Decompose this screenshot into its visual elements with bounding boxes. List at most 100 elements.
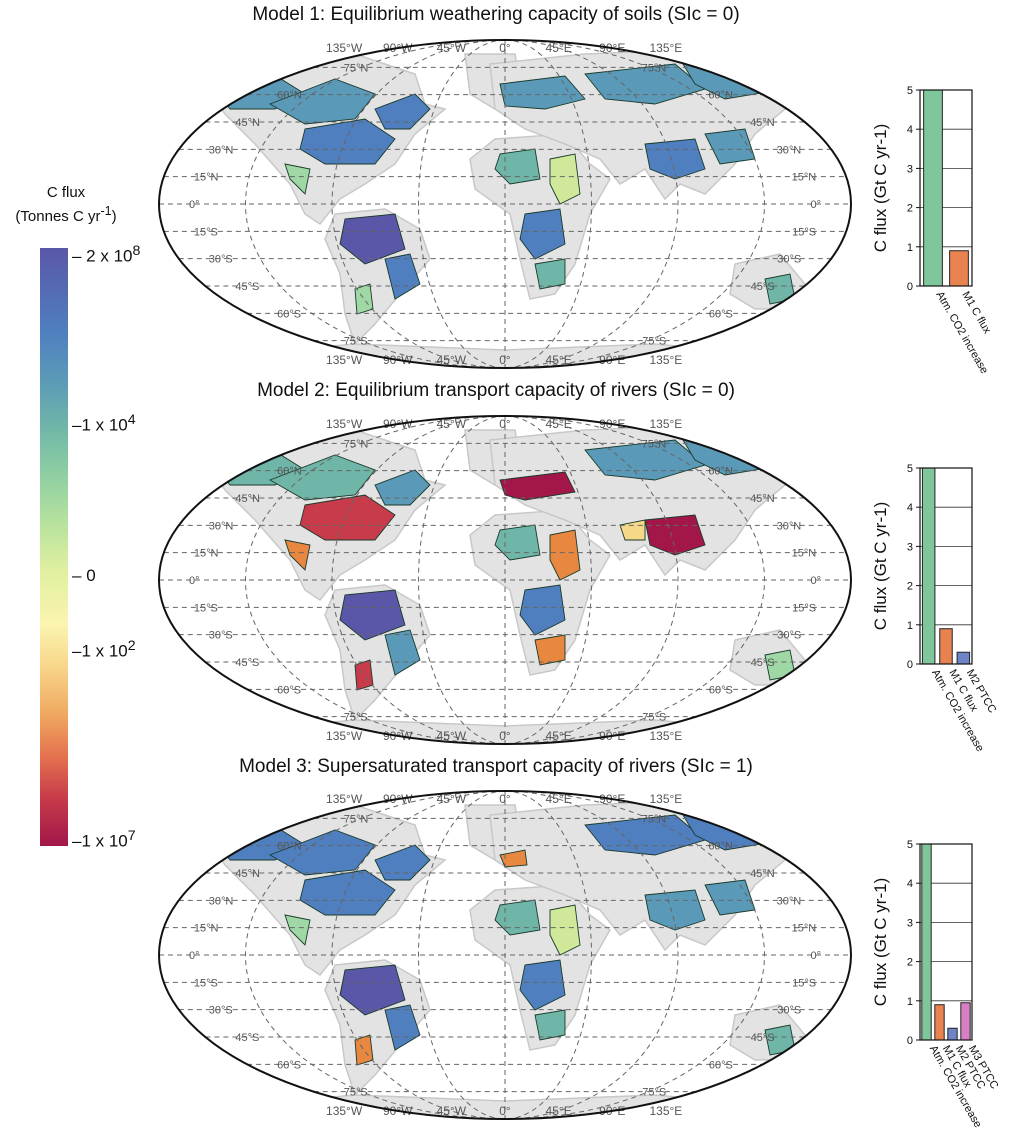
- basin-stlawrence: [374, 93, 431, 130]
- latitude-label-left: 75°N: [344, 813, 369, 825]
- basin-parana: [384, 1004, 421, 1051]
- chart-bar: [921, 467, 936, 665]
- basin-mediterranean: [499, 471, 576, 501]
- longitude-label-bottom: 135°E: [649, 353, 682, 367]
- basin-nile: [549, 904, 581, 956]
- map3-title: Model 3: Supersaturated transport capaci…: [239, 756, 753, 777]
- latitude-label-left: 0°: [189, 950, 200, 962]
- chart-ytick-label: 5: [907, 85, 913, 97]
- longitude-line: [331, 790, 506, 1120]
- latitude-label-right: 60°S: [709, 1059, 733, 1071]
- chart-ytick-label: 1: [907, 242, 913, 254]
- legend-label-neg100: –1 x 102: [72, 638, 136, 661]
- latitude-label-left: 60°N: [277, 841, 302, 853]
- latitude-label-right: 75°S: [642, 1087, 666, 1099]
- latitude-label-left: 45°S: [235, 281, 259, 293]
- latitude-label-right: 15°S: [792, 602, 816, 614]
- basin-parana: [384, 629, 421, 676]
- longitude-label-top: 0°: [499, 417, 511, 431]
- latitude-label-left: 30°S: [209, 1005, 233, 1017]
- latitude-label-left: 45°S: [235, 657, 259, 669]
- latitude-label-right: 75°N: [642, 438, 667, 450]
- longitude-line: [504, 790, 679, 1120]
- longitude-label-top: 45°W: [437, 792, 467, 806]
- latitude-label-left: 60°S: [277, 1059, 301, 1071]
- longitude-label-bottom: 0°: [499, 353, 511, 367]
- longitude-label-bottom: 45°W: [437, 729, 467, 743]
- chart-bar: [949, 250, 969, 287]
- latitude-label-left: 60°S: [277, 684, 301, 696]
- basin-congo: [519, 208, 566, 260]
- longitude-line: [245, 415, 506, 745]
- longitude-label-top: 135°W: [326, 41, 363, 55]
- chart-ytick-label: 4: [907, 502, 913, 514]
- latitude-label-left: 0°: [189, 199, 200, 211]
- latitude-label-left: 45°S: [235, 1032, 259, 1044]
- latitude-label-right: 60°S: [709, 308, 733, 320]
- latitude-label-left: 15°S: [194, 226, 218, 238]
- latitude-label-right: 30°N: [777, 895, 802, 907]
- longitude-line: [418, 39, 506, 369]
- chart-ylabel: C flux (Gt C yr-1): [871, 124, 890, 252]
- longitude-label-top: 135°W: [326, 417, 363, 431]
- latitude-label-right: 60°N: [708, 90, 733, 102]
- longitude-label-bottom: 45°W: [437, 1104, 467, 1118]
- map-frame: [158, 415, 852, 745]
- basin-parana: [384, 253, 421, 300]
- latitude-label-left: 60°S: [277, 308, 301, 320]
- longitude-line: [418, 415, 506, 745]
- latitude-label-right: 30°S: [777, 254, 801, 266]
- basin-amazon: [339, 964, 406, 1016]
- latitude-label-right: 0°: [810, 575, 821, 587]
- latitude-label-right: 75°N: [642, 813, 667, 825]
- chart-ytick-label: 2: [907, 203, 913, 215]
- basin-congo: [519, 959, 566, 1011]
- longitude-label-bottom: 135°E: [649, 1104, 682, 1118]
- basin-zambezi: [534, 1009, 566, 1041]
- world-map-model2: 75°N 75°N 60°N 60°N 45°N 45°N 30°N 30°N 15°N 15°N…: [158, 415, 852, 745]
- latitude-label-right: 30°S: [777, 630, 801, 642]
- longitude-line: [504, 415, 679, 745]
- basin-patagonia: [354, 659, 374, 691]
- chart-ytick-label: 5: [907, 839, 913, 851]
- latitude-label-left: 15°N: [194, 548, 219, 560]
- chart-bar: [923, 89, 943, 287]
- latitude-label-left: 45°N: [235, 117, 260, 129]
- chart-ytick-label: 3: [907, 541, 913, 553]
- longitude-label-bottom: 0°: [499, 729, 511, 743]
- world-map-model3: 75°N 75°N 60°N 60°N 45°N 45°N 30°N 30°N 15°N 15°N…: [158, 790, 852, 1120]
- latitude-label-right: 45°N: [750, 117, 775, 129]
- latitude-label-right: 30°N: [777, 520, 802, 532]
- longitude-label-top: 45°W: [437, 41, 467, 55]
- chart-ytick-label: 0: [907, 281, 913, 293]
- chart-ytick-label: 2: [907, 581, 913, 593]
- legend-label-zero: – 0: [72, 566, 96, 585]
- longitude-line: [504, 39, 765, 369]
- longitude-line: [504, 790, 765, 1120]
- chart-bar: [960, 1002, 971, 1041]
- longitude-line: [331, 415, 506, 745]
- latitude-label-right: 75°S: [642, 336, 666, 348]
- basin-mackenzie: [268, 454, 376, 501]
- chart-bar: [921, 843, 932, 1041]
- longitude-label-bottom: 135°W: [326, 1104, 363, 1118]
- basin-amazon: [339, 589, 406, 641]
- chart-axes-frame: [919, 467, 973, 665]
- basin-mackenzie: [268, 78, 376, 125]
- latitude-label-right: 30°S: [777, 1005, 801, 1017]
- latitude-label-left: 60°N: [277, 466, 302, 478]
- latitude-label-left: 60°N: [277, 90, 302, 102]
- latitude-label-right: 45°S: [751, 281, 775, 293]
- latitude-label-left: 75°S: [344, 712, 368, 724]
- chart-bar: [947, 1027, 958, 1041]
- latitude-label-right: 15°N: [792, 548, 817, 560]
- longitude-line: [504, 790, 592, 1120]
- longitude-label-top: 135°E: [649, 41, 682, 55]
- longitude-label-bottom: 135°W: [326, 729, 363, 743]
- map-frame: [158, 39, 852, 369]
- latitude-label-left: 30°S: [209, 630, 233, 642]
- chart-bar: [939, 628, 953, 665]
- longitude-line: [418, 790, 506, 1120]
- chart-axes-frame: [919, 843, 973, 1041]
- legend-title: C flux (Tonnes C yr-1): [2, 184, 130, 226]
